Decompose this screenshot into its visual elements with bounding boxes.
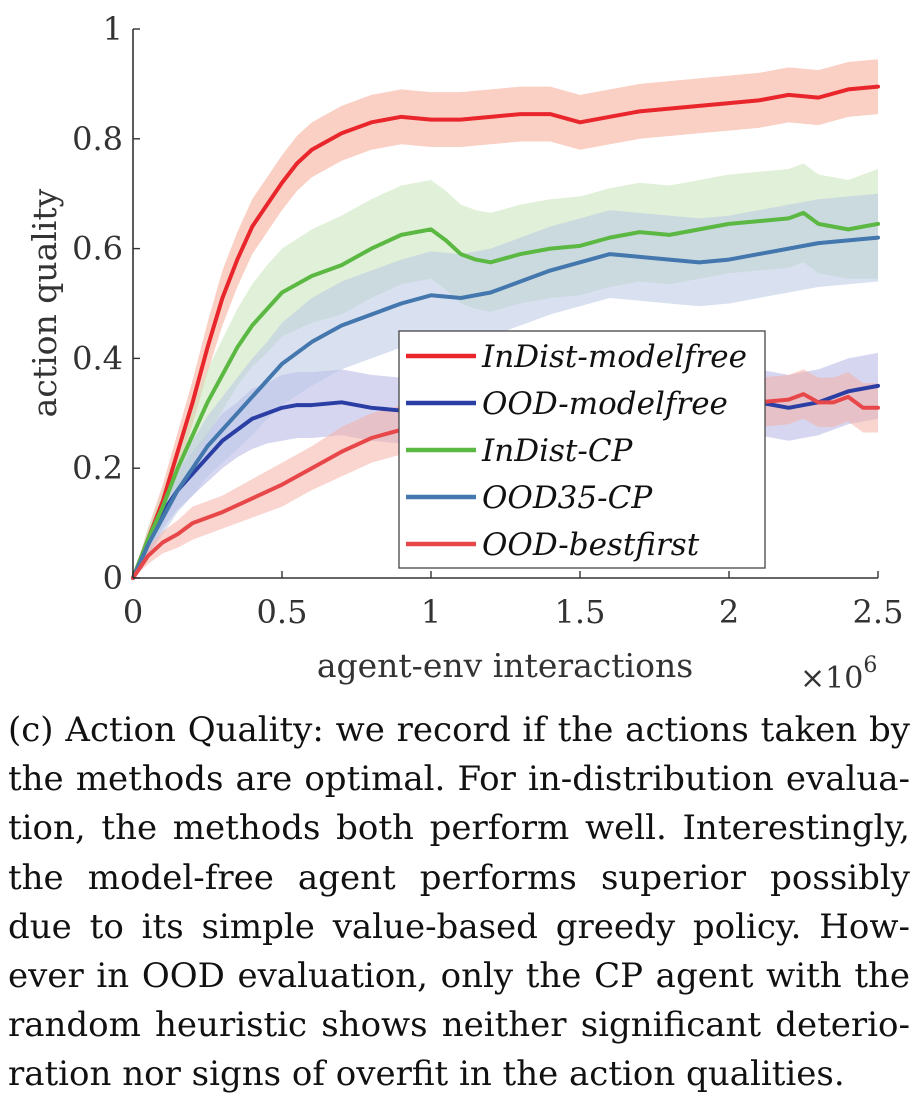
ticks: 0 0.5 1 1.5 2 2.5 0 0.2 0.4 0.6 0.8 1 xyxy=(72,10,903,631)
legend-label-ood35-cp: OOD35-CP xyxy=(482,480,653,516)
y-tick-label: 1 xyxy=(103,10,123,48)
caption-line: ever in OOD evaluation, only the CP agen… xyxy=(8,956,910,997)
caption-line: (c) Action Quality: we record if the act… xyxy=(8,710,910,750)
y-tick-label: 0.2 xyxy=(72,449,123,487)
action-quality-chart: 0 0.5 1 1.5 2 2.5 0 0.2 0.4 0.6 0.8 1 action qualit… xyxy=(25,10,903,696)
x-tick-label: 2 xyxy=(719,593,739,631)
axes xyxy=(132,29,878,579)
x-tick-label: 2.5 xyxy=(853,593,904,631)
legend-label-indist-modelfree: InDist-modelfree xyxy=(481,339,747,375)
caption-line: random heuristic shows neither significa… xyxy=(8,1005,910,1046)
y-tick-label: 0.4 xyxy=(72,339,123,377)
figure-caption: (c) Action Quality: we record if the act… xyxy=(8,706,910,1100)
caption-line: the model-free agent performs superior p… xyxy=(8,857,910,898)
caption-line: tion, the methods both perform well. Int… xyxy=(8,808,910,849)
indist-cp-line xyxy=(131,210,880,580)
x-tick-label: 1.5 xyxy=(555,593,606,631)
y-axis-label: action quality xyxy=(25,188,64,417)
x-tick-label: 0.5 xyxy=(257,593,308,631)
indist-modelfree-line xyxy=(131,84,880,580)
legend-label-ood-bestfirst: OOD-bestfirst xyxy=(482,527,700,563)
y-tick-label: 0.6 xyxy=(72,230,123,268)
ood35-cp-line xyxy=(131,235,880,580)
legend-label-indist-cp: InDist-CP xyxy=(481,433,634,469)
indist-modelfree-band xyxy=(133,59,878,578)
x-tick-label: 1 xyxy=(421,593,441,631)
caption-line: the methods are optimal. For in-distribu… xyxy=(8,759,910,800)
x-axis-label: agent-env interactions xyxy=(317,646,693,685)
y-tick-label: 0 xyxy=(103,559,123,597)
y-tick-label: 0.8 xyxy=(72,120,123,158)
caption-line: ration nor signs of overfit in the actio… xyxy=(8,1054,845,1095)
caption-line: due to its simple value-based greedy pol… xyxy=(8,906,910,947)
ood35-cp-band xyxy=(133,193,878,578)
legend: InDist-modelfree OOD-modelfree InDist-CP OO… xyxy=(398,330,766,569)
x-tick-label: 0 xyxy=(123,593,143,631)
legend-label-ood-modelfree: OOD-modelfree xyxy=(482,386,728,422)
x-axis-multiplier: ×106 xyxy=(800,653,877,696)
